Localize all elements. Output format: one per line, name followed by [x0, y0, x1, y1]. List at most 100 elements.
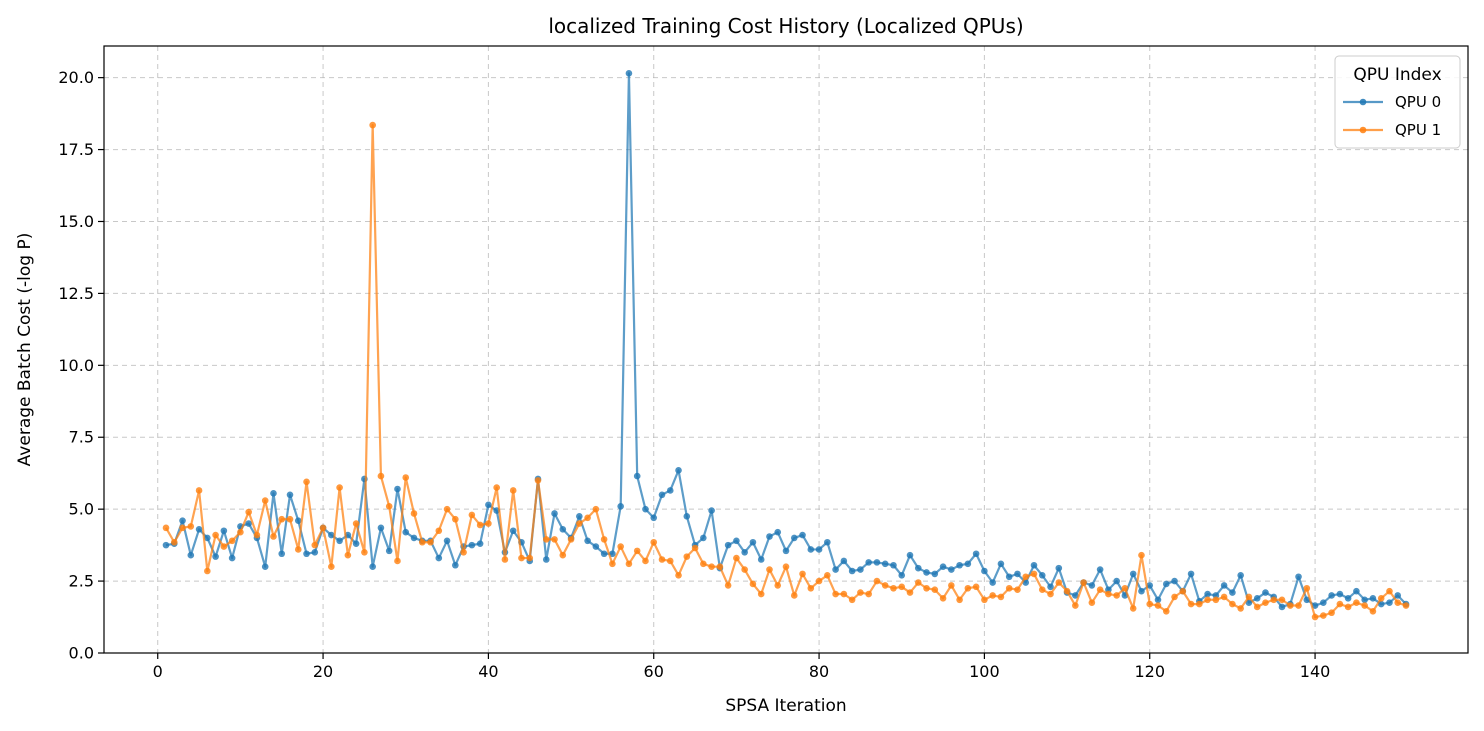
data-point — [1278, 596, 1286, 604]
data-point — [989, 579, 996, 586]
chart-title: localized Training Cost History (Localiz… — [548, 14, 1023, 38]
grid-lines — [104, 46, 1468, 654]
data-point — [551, 510, 558, 517]
data-point — [1047, 590, 1054, 598]
data-point — [700, 560, 707, 568]
data-point — [1014, 586, 1021, 594]
data-point — [1336, 600, 1344, 608]
data-point — [452, 515, 459, 523]
data-point — [1253, 603, 1261, 611]
data-point — [187, 551, 195, 559]
data-point — [1055, 579, 1063, 586]
data-point — [1361, 602, 1368, 609]
data-point — [1262, 589, 1269, 596]
data-point — [493, 484, 500, 491]
data-point — [303, 550, 310, 558]
data-point — [981, 567, 988, 575]
data-point — [1245, 593, 1253, 601]
data-point — [691, 544, 699, 552]
data-point — [410, 534, 418, 542]
data-point — [534, 477, 542, 484]
x-tick-label: 60 — [644, 662, 664, 681]
data-point — [956, 561, 963, 569]
data-point — [741, 566, 748, 573]
data-point — [824, 572, 831, 579]
data-point — [972, 550, 980, 558]
data-point — [1229, 600, 1236, 608]
data-point — [1344, 595, 1352, 602]
data-point — [1220, 582, 1228, 589]
data-point — [204, 567, 211, 575]
data-point — [1072, 592, 1079, 599]
data-point — [443, 505, 451, 513]
x-tick-label: 140 — [1300, 662, 1331, 681]
legend-item: QPU 0 — [1343, 93, 1441, 111]
data-point — [633, 472, 641, 480]
data-point — [1204, 596, 1211, 604]
data-point — [286, 515, 294, 523]
y-tick-label: 0.0 — [69, 644, 94, 663]
data-point — [865, 559, 872, 566]
x-axis-title: SPSA Iteration — [725, 696, 846, 716]
data-point — [848, 567, 856, 575]
data-point — [898, 572, 906, 579]
data-point — [948, 582, 955, 589]
y-tick-label: 10.0 — [58, 356, 94, 375]
data-point — [1278, 603, 1286, 611]
data-point — [857, 566, 864, 573]
data-point — [1080, 579, 1087, 586]
data-point — [1088, 582, 1096, 589]
data-point — [1063, 587, 1071, 595]
data-point — [427, 538, 434, 546]
data-point — [931, 570, 939, 578]
plot-area-frame — [103, 45, 1469, 654]
data-point — [344, 551, 352, 559]
data-point — [881, 560, 889, 568]
data-point — [212, 531, 219, 539]
data-point — [1196, 600, 1203, 608]
data-point — [799, 570, 806, 578]
x-tick-label: 80 — [809, 662, 829, 681]
data-point — [303, 478, 310, 486]
data-point — [890, 584, 897, 592]
data-point — [642, 505, 649, 513]
data-point — [435, 527, 443, 535]
data-point — [1030, 561, 1038, 569]
data-point — [1402, 602, 1410, 609]
data-point — [1129, 570, 1137, 578]
data-point — [1138, 551, 1145, 559]
data-point — [237, 528, 244, 536]
data-point — [989, 592, 996, 599]
data-point — [1154, 596, 1162, 604]
data-point — [956, 596, 963, 604]
data-point — [1270, 596, 1278, 604]
data-point — [1212, 596, 1220, 604]
data-point — [1105, 590, 1112, 598]
data-point — [658, 556, 666, 563]
data-point — [179, 524, 186, 532]
data-point — [286, 491, 294, 499]
data-point — [1022, 573, 1030, 581]
data-point — [1171, 577, 1178, 585]
x-tick-label: 20 — [313, 662, 333, 681]
data-point — [1286, 602, 1294, 609]
y-tick-label: 5.0 — [69, 500, 94, 519]
data-point — [890, 561, 897, 569]
data-point — [369, 563, 376, 570]
data-point — [576, 520, 583, 527]
data-point — [700, 534, 707, 542]
data-point — [509, 487, 517, 494]
y-tick-label: 17.5 — [58, 140, 94, 159]
data-point — [964, 560, 972, 568]
y-tick-label: 2.5 — [69, 572, 94, 591]
data-point — [873, 577, 881, 585]
data-point — [369, 121, 376, 129]
data-point — [336, 537, 343, 545]
data-point — [675, 572, 682, 579]
data-point — [675, 467, 682, 474]
data-point — [1237, 605, 1244, 612]
data-point — [939, 563, 947, 570]
data-point — [261, 497, 269, 504]
data-point — [1204, 590, 1211, 598]
